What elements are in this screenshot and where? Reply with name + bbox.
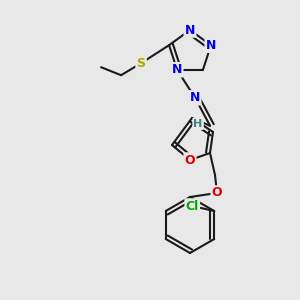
Text: N: N (172, 63, 182, 76)
Text: N: N (185, 23, 195, 37)
Text: Cl: Cl (186, 200, 199, 212)
Text: N: N (190, 91, 200, 104)
Text: O: O (185, 154, 195, 166)
Text: O: O (212, 187, 222, 200)
Text: N: N (206, 39, 216, 52)
Text: H: H (194, 119, 203, 129)
Text: S: S (136, 57, 146, 70)
